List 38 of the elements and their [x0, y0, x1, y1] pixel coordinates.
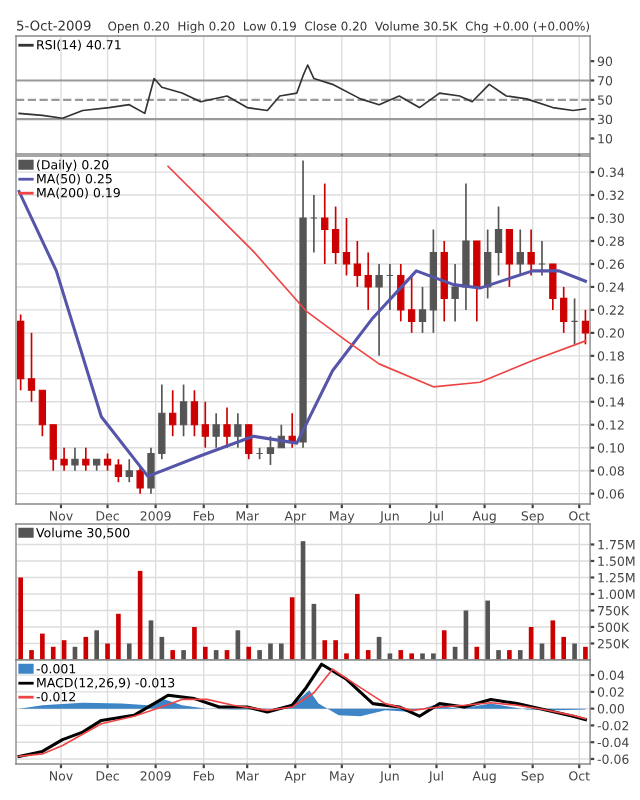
bar	[333, 640, 338, 660]
bar	[398, 650, 404, 660]
bar	[322, 640, 328, 660]
bar	[202, 646, 208, 660]
bar	[496, 650, 501, 660]
bar	[50, 646, 56, 660]
bar	[116, 613, 121, 660]
bar	[126, 643, 132, 660]
bar	[485, 600, 490, 660]
bar	[83, 636, 89, 660]
bar	[507, 650, 512, 660]
bar	[409, 653, 414, 660]
bar	[441, 630, 447, 660]
bar	[474, 646, 480, 660]
bar	[29, 650, 34, 660]
line-series	[18, 64, 587, 120]
bar	[583, 646, 588, 660]
bar	[278, 643, 284, 660]
bar	[94, 630, 100, 660]
bar	[246, 646, 252, 660]
bar	[105, 643, 110, 660]
line-series	[167, 165, 587, 388]
bar	[420, 653, 425, 660]
bar	[355, 593, 360, 660]
bar	[572, 643, 577, 660]
bar	[344, 653, 349, 660]
bar	[192, 626, 197, 660]
bar	[18, 577, 23, 660]
bar	[365, 650, 371, 660]
bar	[40, 633, 45, 660]
bar	[170, 650, 176, 660]
bar	[268, 643, 273, 660]
bar	[181, 650, 186, 660]
bar	[257, 650, 262, 660]
bar	[431, 653, 436, 660]
bar	[289, 597, 295, 660]
bar	[517, 650, 523, 660]
bar	[561, 636, 567, 660]
